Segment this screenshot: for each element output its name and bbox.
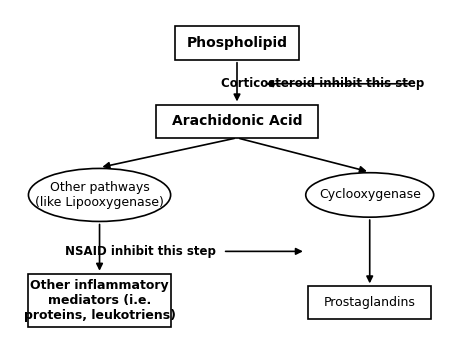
FancyBboxPatch shape xyxy=(156,105,318,138)
Text: Cyclooxygenase: Cyclooxygenase xyxy=(319,188,420,201)
FancyBboxPatch shape xyxy=(175,26,299,60)
FancyBboxPatch shape xyxy=(28,274,171,328)
Ellipse shape xyxy=(306,173,434,217)
Text: Other inflammatory
mediators (i.e.
proteins, leukotriens): Other inflammatory mediators (i.e. prote… xyxy=(24,279,175,323)
Text: Prostaglandins: Prostaglandins xyxy=(324,296,416,309)
Text: Corticosteroid inhibit this step: Corticosteroid inhibit this step xyxy=(221,77,424,90)
Text: NSAID inhibit this step: NSAID inhibit this step xyxy=(65,245,216,258)
FancyBboxPatch shape xyxy=(308,287,431,319)
Text: Other pathways
(like Lipooxygenase): Other pathways (like Lipooxygenase) xyxy=(35,181,164,209)
Ellipse shape xyxy=(28,169,171,222)
Text: Phospholipid: Phospholipid xyxy=(186,36,288,50)
Text: Arachidonic Acid: Arachidonic Acid xyxy=(172,115,302,128)
